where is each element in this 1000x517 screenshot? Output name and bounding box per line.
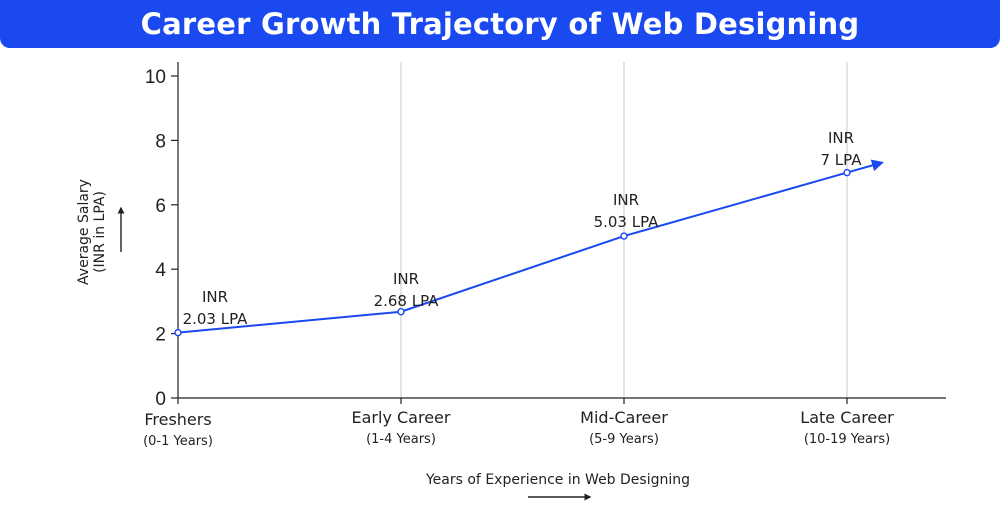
y-tick-label-6: 6: [155, 196, 166, 217]
x-category-label-3: Late Career: [800, 408, 894, 427]
x-category-label-0: Freshers: [144, 410, 211, 429]
data-label-1-line-0: INR: [393, 270, 419, 288]
series-layer: [174, 159, 884, 337]
x-axis-title: Years of Experience in Web Designing: [425, 472, 690, 488]
label-layer: INR 2.03 LPA INR 2.68 LPA INR 5.03 LPA INR 7 LP…: [183, 129, 863, 328]
y-tick-label-8: 8: [155, 131, 166, 152]
data-label-2-line-0: INR: [613, 191, 639, 209]
data-label-0-line-1: 2.03 LPA: [183, 310, 249, 328]
data-label-3-line-0: INR: [828, 129, 854, 147]
grid-layer: [400, 62, 848, 398]
axis-layer: 0 2 4 6 8 10 Freshers (0-1 Years) Early Career (1…: [76, 62, 946, 501]
title-bar: Career Growth Trajectory of Web Designin…: [0, 0, 1000, 48]
data-label-0-line-0: INR: [202, 288, 228, 306]
data-point-0: [174, 328, 182, 337]
y-axis-title-line-0: Average Salary: [76, 179, 92, 285]
data-label-2-line-1: 5.03 LPA: [594, 213, 660, 231]
data-point-2: [620, 232, 628, 240]
y-tick-label-0: 0: [155, 389, 166, 410]
y-tick-label-10: 10: [145, 67, 166, 88]
x-category-sub-0: (0-1 Years): [143, 434, 213, 449]
series-line: [177, 171, 848, 334]
chart-title: Career Growth Trajectory of Web Designin…: [140, 7, 860, 41]
x-category-sub-3: (10-19 Years): [804, 432, 890, 447]
data-label-3-line-1: 7 LPA: [820, 151, 862, 169]
x-category-label-1: Early Career: [352, 408, 451, 427]
x-category-sub-1: (1-4 Years): [366, 432, 436, 447]
data-point-3: [843, 168, 851, 177]
data-point-1: [397, 308, 405, 316]
x-category-label-2: Mid-Career: [580, 408, 668, 427]
data-label-1-line-1: 2.68 LPA: [374, 292, 440, 310]
x-category-sub-2: (5-9 Years): [589, 432, 659, 447]
y-tick-label-4: 4: [155, 260, 166, 281]
y-axis-title-line-1: (INR in LPA): [92, 191, 108, 273]
y-tick-label-2: 2: [155, 325, 166, 346]
trend-arrow: [846, 159, 884, 174]
y-axis-title: Average Salary(INR in LPA): [76, 179, 108, 285]
